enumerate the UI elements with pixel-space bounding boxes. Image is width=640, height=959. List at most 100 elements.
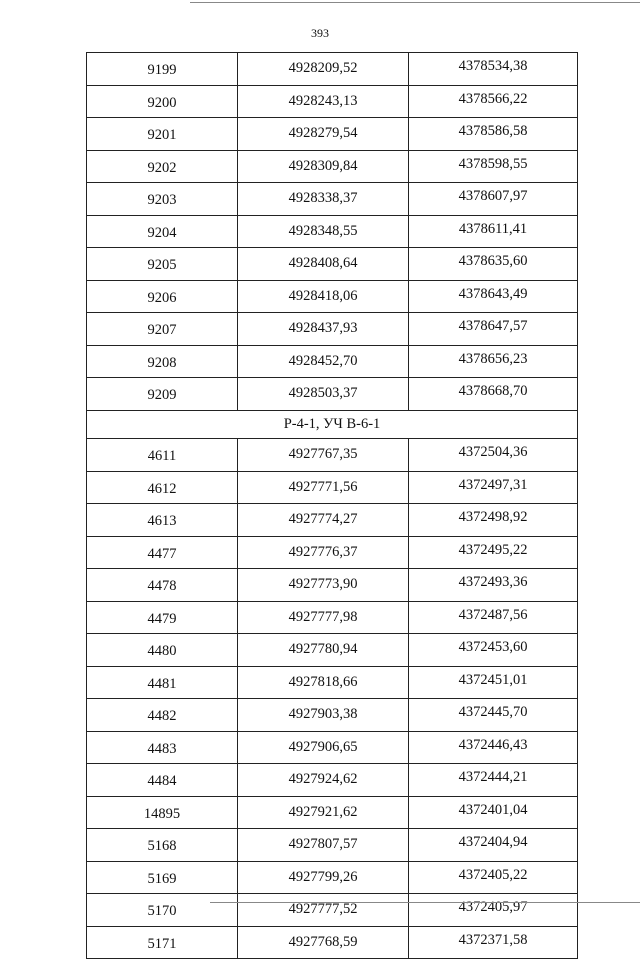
y-coordinate-cell: 4372451,01 xyxy=(408,665,578,699)
y-coordinate-cell: 4372487,56 xyxy=(408,600,578,634)
table-row: 9207 4928437,93 4378647,57 xyxy=(86,312,578,346)
y-coordinate-cell: 4372498,92 xyxy=(408,503,578,537)
x-coordinate-cell: 4927777,98 xyxy=(237,600,409,634)
y-coordinate-cell: 4372495,22 xyxy=(408,535,578,569)
y-coordinate-cell: 4378586,58 xyxy=(408,117,578,151)
table-row: 9208 4928452,70 4378656,23 xyxy=(86,344,578,378)
point-number-cell: 9204 xyxy=(86,214,238,248)
x-coordinate-cell: 4928338,37 xyxy=(237,182,409,216)
x-coordinate-cell: 4927774,27 xyxy=(237,503,409,537)
point-number-cell: 5171 xyxy=(86,925,238,959)
x-coordinate-cell: 4928348,55 xyxy=(237,214,409,248)
x-coordinate-cell: 4927924,62 xyxy=(237,763,409,797)
table-row: 9202 4928309,84 4378598,55 xyxy=(86,149,578,183)
y-coordinate-cell: 4378607,97 xyxy=(408,182,578,216)
y-coordinate-cell: 4372446,43 xyxy=(408,730,578,764)
point-number-cell: 4483 xyxy=(86,730,238,764)
y-coordinate-cell: 4378598,55 xyxy=(408,149,578,183)
y-coordinate-cell: 4378656,23 xyxy=(408,344,578,378)
table-row: 9204 4928348,55 4378611,41 xyxy=(86,214,578,248)
point-number-cell: 9209 xyxy=(86,377,238,411)
point-number-cell: 5169 xyxy=(86,860,238,894)
point-number-cell: 5168 xyxy=(86,828,238,862)
table-row: 9203 4928338,37 4378607,97 xyxy=(86,182,578,216)
x-coordinate-cell: 4927780,94 xyxy=(237,633,409,667)
x-coordinate-cell: 4927799,26 xyxy=(237,860,409,894)
table-row: 4484 4927924,62 4372444,21 xyxy=(86,763,578,797)
table-row: 4611 4927767,35 4372504,36 xyxy=(86,438,578,472)
x-coordinate-cell: 4927807,57 xyxy=(237,828,409,862)
y-coordinate-cell: 4378611,41 xyxy=(408,214,578,248)
scan-edge-top xyxy=(190,2,640,3)
y-coordinate-cell: 4372453,60 xyxy=(408,633,578,667)
point-number-cell: 9203 xyxy=(86,182,238,216)
point-number-cell: 4611 xyxy=(86,438,238,472)
table-row: 4613 4927774,27 4372498,92 xyxy=(86,503,578,537)
table-row: 5171 4927768,59 4372371,58 xyxy=(86,925,578,959)
table-row: 9199 4928209,52 4378534,38 xyxy=(86,52,578,86)
table-row: 4478 4927773,90 4372493,36 xyxy=(86,568,578,602)
x-coordinate-cell: 4928209,52 xyxy=(237,52,409,86)
point-number-cell: 4613 xyxy=(86,503,238,537)
x-coordinate-cell: 4927767,35 xyxy=(237,438,409,472)
section-header-row: Р-4-1, УЧ В-6-1 xyxy=(86,409,578,439)
point-number-cell: 9206 xyxy=(86,279,238,313)
point-number-cell: 4480 xyxy=(86,633,238,667)
point-number-cell: 9200 xyxy=(86,84,238,118)
point-number-cell: 9199 xyxy=(86,52,238,86)
y-coordinate-cell: 4378566,22 xyxy=(408,84,578,118)
table-row: 4480 4927780,94 4372453,60 xyxy=(86,633,578,667)
y-coordinate-cell: 4372405,22 xyxy=(408,860,578,894)
y-coordinate-cell: 4378647,57 xyxy=(408,312,578,346)
x-coordinate-cell: 4927921,62 xyxy=(237,795,409,829)
point-number-cell: 9207 xyxy=(86,312,238,346)
x-coordinate-cell: 4927777,52 xyxy=(237,893,409,927)
x-coordinate-cell: 4928309,84 xyxy=(237,149,409,183)
point-number-cell: 9205 xyxy=(86,247,238,281)
table-row: 5170 4927777,52 4372405,97 xyxy=(86,893,578,927)
table-row: 5168 4927807,57 4372404,94 xyxy=(86,828,578,862)
x-coordinate-cell: 4928408,64 xyxy=(237,247,409,281)
table-row: 9200 4928243,13 4378566,22 xyxy=(86,84,578,118)
table-row: 4477 4927776,37 4372495,22 xyxy=(86,535,578,569)
x-coordinate-cell: 4928279,54 xyxy=(237,117,409,151)
coordinates-table: 9199 4928209,52 4378534,38 9200 4928243,13 43… xyxy=(86,52,578,959)
point-number-cell: 9201 xyxy=(86,117,238,151)
x-coordinate-cell: 4927903,38 xyxy=(237,698,409,732)
scan-edge-bottom xyxy=(210,902,640,903)
point-number-cell: 4484 xyxy=(86,763,238,797)
x-coordinate-cell: 4927906,65 xyxy=(237,730,409,764)
table-row: 9209 4928503,37 4378668,70 xyxy=(86,377,578,411)
y-coordinate-cell: 4372404,94 xyxy=(408,828,578,862)
table-row: 9206 4928418,06 4378643,49 xyxy=(86,279,578,313)
y-coordinate-cell: 4372405,97 xyxy=(408,893,578,927)
table-row: 4612 4927771,56 4372497,31 xyxy=(86,470,578,504)
point-number-cell: 4478 xyxy=(86,568,238,602)
x-coordinate-cell: 4928452,70 xyxy=(237,344,409,378)
point-number-cell: 9208 xyxy=(86,344,238,378)
x-coordinate-cell: 4927771,56 xyxy=(237,470,409,504)
x-coordinate-cell: 4927773,90 xyxy=(237,568,409,602)
page-number: 393 xyxy=(311,26,329,40)
table-row: 4481 4927818,66 4372451,01 xyxy=(86,665,578,699)
table-row: 9201 4928279,54 4378586,58 xyxy=(86,117,578,151)
table-row: 4479 4927777,98 4372487,56 xyxy=(86,600,578,634)
table-row: 5169 4927799,26 4372405,22 xyxy=(86,860,578,894)
table-row: 4482 4927903,38 4372445,70 xyxy=(86,698,578,732)
point-number-cell: 4612 xyxy=(86,470,238,504)
y-coordinate-cell: 4378668,70 xyxy=(408,377,578,411)
y-coordinate-cell: 4372497,31 xyxy=(408,470,578,504)
y-coordinate-cell: 4378643,49 xyxy=(408,279,578,313)
y-coordinate-cell: 4378635,60 xyxy=(408,247,578,281)
point-number-cell: 4481 xyxy=(86,665,238,699)
point-number-cell: 4479 xyxy=(86,600,238,634)
point-number-cell: 14895 xyxy=(86,795,238,829)
y-coordinate-cell: 4372493,36 xyxy=(408,568,578,602)
table-row: 14895 4927921,62 4372401,04 xyxy=(86,795,578,829)
point-number-cell: 9202 xyxy=(86,149,238,183)
y-coordinate-cell: 4378534,38 xyxy=(408,52,578,86)
y-coordinate-cell: 4372371,58 xyxy=(408,925,578,959)
x-coordinate-cell: 4928503,37 xyxy=(237,377,409,411)
y-coordinate-cell: 4372504,36 xyxy=(408,438,578,472)
table-row: 4483 4927906,65 4372446,43 xyxy=(86,730,578,764)
